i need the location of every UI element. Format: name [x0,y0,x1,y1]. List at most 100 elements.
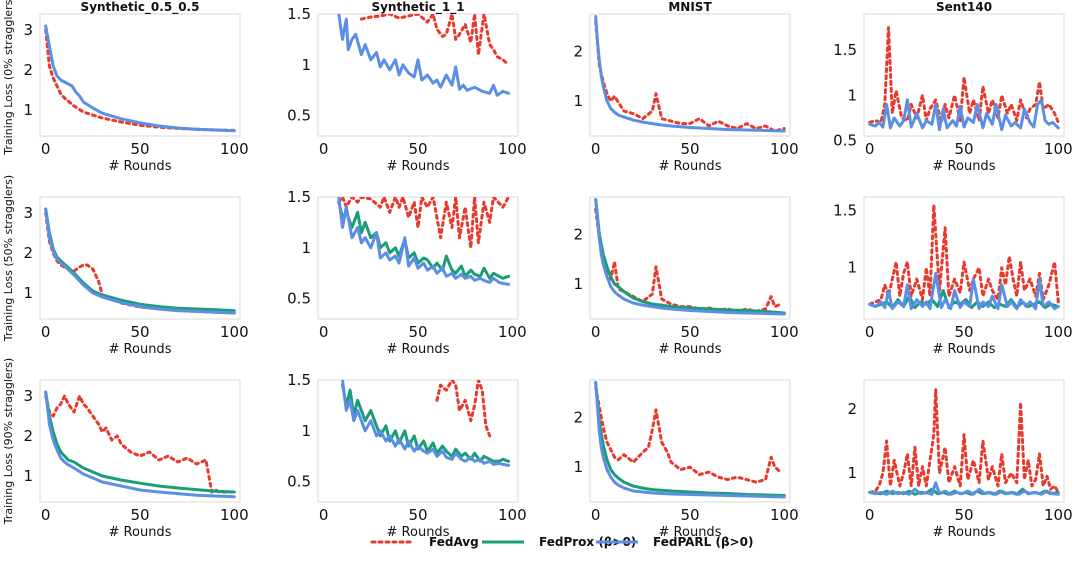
panel-r1-c0: 1 2 3 0 50 100 # Rounds [23,196,249,357]
series-line-fedavg [359,14,511,67]
x-axis-label: # Rounds [109,525,172,540]
y-tick-label: 2 [573,225,583,243]
series-line-fedavg [594,386,783,484]
series-line-fedavg [337,197,511,250]
panel-r0-c2: 1 2 0 50 100 # Rounds MNIST [573,0,798,174]
series-line-fedavg [594,20,786,133]
x-tick-label: 50 [408,323,427,341]
x-tick-label: 50 [408,140,427,158]
x-tick-label: 50 [680,140,699,158]
x-tick-label: 100 [1044,323,1073,341]
y-tick-label: 3 [23,21,33,39]
axes-frame [39,379,241,503]
x-tick-label: 0 [591,140,601,158]
x-tick-label: 100 [220,506,249,524]
panel-r1-c1: 0.5 1 1.5 0 50 100 # Rounds [287,188,527,357]
y-tick-label: 3 [23,387,33,405]
series-group [337,197,511,286]
y-tick-label: 2 [573,408,583,426]
axes-frame [863,13,1065,137]
x-axis-label: # Rounds [659,342,722,357]
x-tick-label: 50 [130,140,149,158]
x-tick-label: 50 [954,140,973,158]
panel-r0-c1: 0.5 1 1.5 0 50 100 # Rounds Synthetic_1_1 [287,0,527,174]
x-tick-label: 50 [680,323,699,341]
row-y-label: Training Loss (90% stragglers) [2,358,15,525]
y-tick-label: 1 [301,422,311,440]
series-group [868,203,1060,311]
x-tick-label: 50 [130,323,149,341]
y-tick-label: 1.5 [287,5,311,23]
y-tick-label: 2 [573,42,583,60]
y-tick-label: 1 [23,101,33,119]
x-tick-label: 100 [1044,140,1073,158]
y-tick-label: 2 [23,61,33,79]
series-group [594,15,786,133]
y-tick-label: 1 [301,239,311,257]
x-tick-label: 100 [770,506,799,524]
series-group [868,26,1060,132]
series-line-fedavg [44,28,236,132]
series-line-fedparl [868,98,1060,132]
series-line-fedavg [44,394,236,494]
x-tick-label: 0 [865,140,875,158]
x-tick-label: 50 [130,506,149,524]
axes-frame [39,13,241,137]
y-tick-label: 0.5 [287,473,311,491]
x-tick-label: 100 [498,323,527,341]
y-tick-label: 2 [23,427,33,445]
x-tick-label: 50 [954,323,973,341]
series-group [44,390,236,499]
legend-fedprox-label: FedProx (β>0) [539,535,636,549]
x-axis-label: # Rounds [933,525,996,540]
y-tick-label: 3 [23,204,33,222]
y-tick-label: 1 [847,86,857,104]
series-line-fedparl [44,207,236,315]
series-line-fedparl [594,15,786,133]
legend: FedAvg FedProx (β>0) FedPARL (β>0) [370,535,753,549]
series-line-fedprox [594,198,786,315]
series-group [44,24,236,133]
panel-r1-c2: 1 2 0 50 100 # Rounds [573,196,799,357]
series-line-fedparl [594,381,786,499]
series-line-fedparl [44,390,236,499]
x-axis-label: # Rounds [933,159,996,174]
x-axis-label: # Rounds [387,525,450,540]
y-tick-label: 1 [573,458,583,476]
axes-frame [589,379,791,503]
series-line-fedprox [337,200,511,280]
y-tick-label: 2 [847,400,857,418]
y-tick-label: 1.5 [287,188,311,206]
series-group [44,207,236,315]
x-tick-label: 100 [220,140,249,158]
x-tick-label: 0 [865,506,875,524]
x-tick-label: 0 [319,140,329,158]
panel-r2-c1: 0.5 1 1.5 0 50 100 # Rounds [287,371,527,540]
x-axis-label: # Rounds [109,342,172,357]
y-tick-label: 1 [847,464,857,482]
x-tick-label: 0 [591,323,601,341]
series-line-fedavg [868,203,1060,306]
series-line-fedprox [44,390,236,494]
x-tick-label: 100 [498,140,527,158]
y-tick-label: 1 [573,92,583,110]
x-tick-label: 0 [41,140,51,158]
row-y-label: Training Loss (0% stragglers) [2,0,15,156]
x-axis-label: # Rounds [659,159,722,174]
series-group [594,381,786,499]
y-tick-label: 1 [847,259,857,277]
axes-frame [317,13,519,137]
x-tick-label: 50 [680,506,699,524]
x-tick-label: 0 [41,506,51,524]
series-line-fedparl [337,14,511,97]
x-tick-label: 50 [954,506,973,524]
series-line-fedavg [868,388,1060,494]
panel-r1-c3: 1 1.5 0 50 100 # Rounds [833,196,1073,357]
series-group [337,14,511,97]
series-line-fedparl [868,271,1060,311]
panel-r2-c2: 1 2 0 50 100 # Rounds [573,379,799,540]
x-tick-label: 100 [220,323,249,341]
x-tick-label: 0 [591,506,601,524]
y-tick-label: 1.5 [833,202,857,220]
